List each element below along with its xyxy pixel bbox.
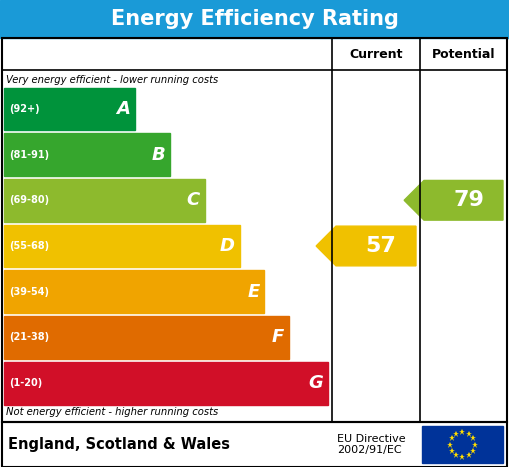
- Text: 2002/91/EC: 2002/91/EC: [337, 446, 402, 455]
- Text: E: E: [247, 283, 260, 301]
- Text: 57: 57: [365, 236, 397, 256]
- Text: (92+): (92+): [9, 104, 40, 114]
- Bar: [4, 362, 328, 404]
- Text: D: D: [220, 237, 235, 255]
- Bar: [0, 0, 509, 38]
- Text: EU Directive: EU Directive: [337, 433, 406, 444]
- Bar: [4, 133, 170, 176]
- Text: G: G: [308, 374, 323, 392]
- Text: 79: 79: [453, 190, 484, 210]
- Text: (55-68): (55-68): [9, 241, 49, 251]
- Bar: [2, 38, 507, 422]
- Text: Very energy efficient - lower running costs: Very energy efficient - lower running co…: [6, 75, 218, 85]
- Text: (81-91): (81-91): [9, 149, 49, 160]
- Polygon shape: [316, 226, 416, 266]
- Text: Energy Efficiency Rating: Energy Efficiency Rating: [110, 9, 399, 29]
- Text: Current: Current: [349, 48, 403, 61]
- Bar: [422, 426, 503, 463]
- Text: (69-80): (69-80): [9, 195, 49, 205]
- Bar: [4, 316, 289, 359]
- Text: (1-20): (1-20): [9, 378, 42, 388]
- Bar: [2, 422, 507, 467]
- Text: Not energy efficient - higher running costs: Not energy efficient - higher running co…: [6, 407, 218, 417]
- Polygon shape: [404, 180, 503, 220]
- Text: Potential: Potential: [432, 48, 495, 61]
- Text: B: B: [151, 146, 165, 163]
- Bar: [4, 179, 205, 222]
- Text: (21-38): (21-38): [9, 333, 49, 342]
- Text: C: C: [187, 191, 200, 209]
- Text: A: A: [117, 100, 130, 118]
- Text: F: F: [272, 328, 284, 347]
- Bar: [4, 270, 265, 313]
- Bar: [4, 87, 135, 130]
- Text: England, Scotland & Wales: England, Scotland & Wales: [8, 437, 230, 452]
- Text: (39-54): (39-54): [9, 287, 49, 297]
- Bar: [4, 225, 240, 267]
